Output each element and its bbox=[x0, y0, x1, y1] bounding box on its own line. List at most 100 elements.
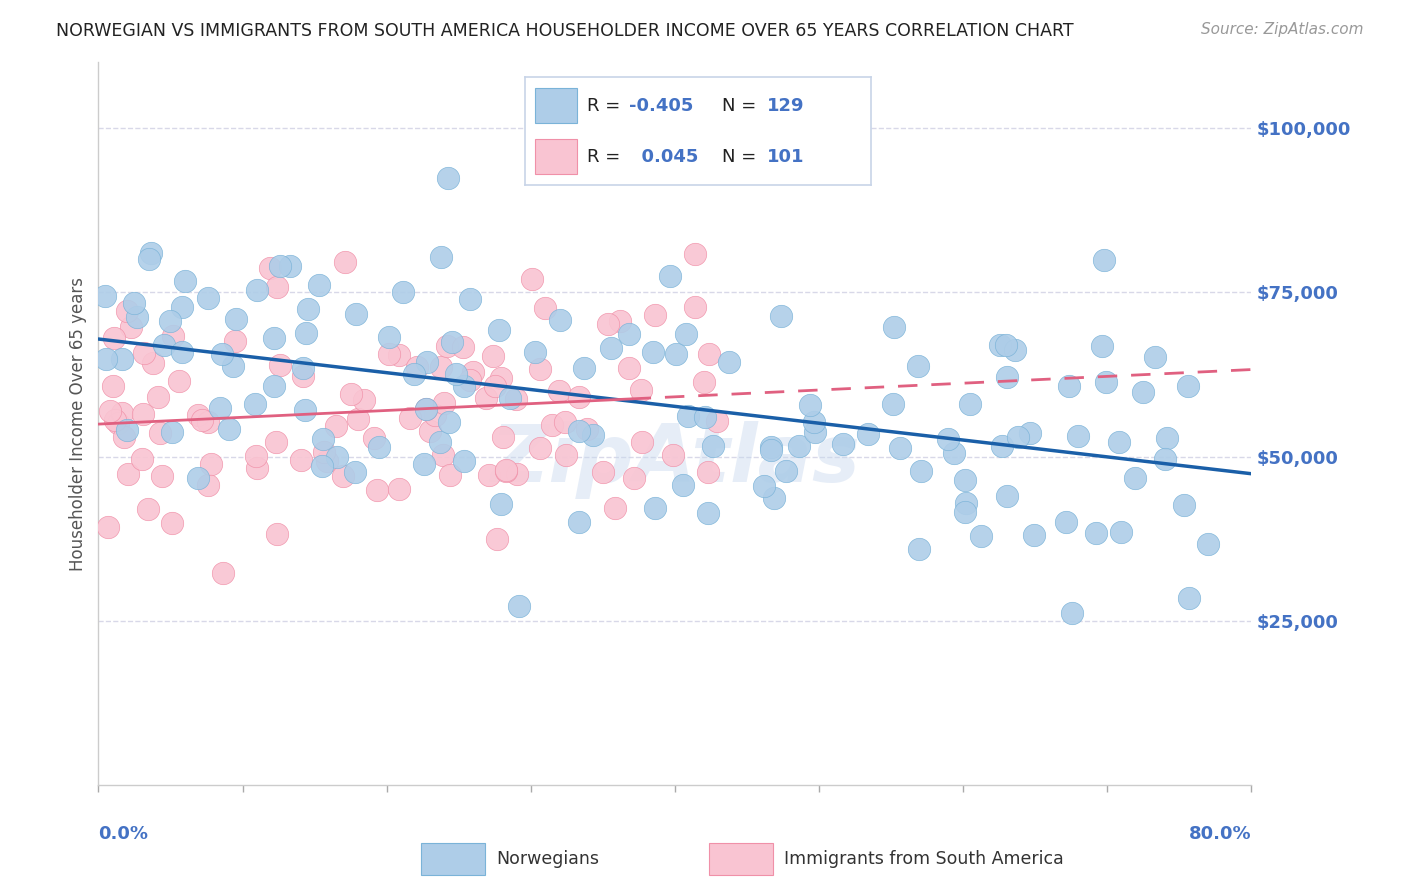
Point bbox=[346, 411, 368, 425]
Point bbox=[269, 259, 291, 273]
Point bbox=[770, 309, 793, 323]
Point bbox=[101, 379, 124, 393]
Point bbox=[392, 285, 415, 299]
Point bbox=[294, 403, 316, 417]
Point bbox=[706, 414, 728, 428]
Text: 0.0%: 0.0% bbox=[98, 825, 149, 843]
Point bbox=[197, 415, 219, 429]
Point bbox=[269, 358, 291, 372]
Point bbox=[1108, 435, 1130, 450]
Point bbox=[160, 425, 183, 439]
Point bbox=[910, 464, 932, 478]
Point bbox=[617, 360, 640, 375]
Point bbox=[889, 442, 911, 456]
Point bbox=[942, 446, 965, 460]
Point bbox=[413, 457, 436, 471]
Point bbox=[98, 404, 121, 418]
Point bbox=[246, 461, 269, 475]
Point bbox=[367, 440, 389, 454]
Point bbox=[315, 454, 337, 468]
Point bbox=[1084, 526, 1107, 541]
Point bbox=[430, 250, 453, 264]
Point bbox=[529, 442, 551, 456]
Point bbox=[437, 415, 460, 429]
Point bbox=[547, 384, 569, 398]
Point bbox=[1024, 528, 1046, 542]
Point bbox=[103, 331, 125, 345]
Point bbox=[540, 417, 562, 432]
Point bbox=[437, 170, 460, 185]
Point bbox=[1109, 524, 1132, 539]
Point bbox=[1054, 515, 1077, 529]
Point bbox=[554, 415, 576, 429]
Point bbox=[139, 245, 162, 260]
Point bbox=[150, 469, 173, 483]
Point bbox=[495, 463, 517, 477]
Point bbox=[568, 425, 591, 439]
Point bbox=[172, 300, 194, 314]
Point bbox=[1004, 343, 1026, 358]
Point bbox=[125, 310, 148, 325]
Point bbox=[603, 501, 626, 516]
Point bbox=[491, 430, 513, 444]
Point bbox=[489, 370, 512, 384]
Point bbox=[266, 280, 288, 294]
Point bbox=[568, 390, 591, 404]
Point bbox=[218, 422, 240, 436]
Point bbox=[425, 408, 447, 422]
Point bbox=[378, 347, 401, 361]
Point bbox=[211, 566, 233, 581]
Point bbox=[264, 435, 287, 450]
Point bbox=[1007, 430, 1029, 444]
Text: 80.0%: 80.0% bbox=[1188, 825, 1251, 843]
Point bbox=[325, 418, 347, 433]
Point bbox=[224, 334, 246, 348]
Point bbox=[567, 515, 589, 529]
Point bbox=[995, 489, 1018, 503]
Point bbox=[415, 402, 437, 417]
Point bbox=[799, 398, 821, 412]
Point bbox=[406, 359, 429, 374]
Point bbox=[596, 317, 619, 331]
Point bbox=[1177, 591, 1199, 605]
Point bbox=[1132, 385, 1154, 400]
Point bbox=[136, 502, 159, 516]
Point bbox=[208, 401, 231, 415]
Point bbox=[659, 269, 682, 284]
Point bbox=[495, 464, 517, 478]
Point bbox=[644, 308, 666, 322]
Point bbox=[533, 301, 555, 315]
Point bbox=[907, 542, 929, 557]
Point bbox=[1092, 253, 1115, 268]
Point bbox=[388, 483, 411, 497]
Point bbox=[200, 457, 222, 471]
Point bbox=[174, 274, 197, 288]
Point bbox=[416, 355, 439, 369]
Point bbox=[120, 320, 142, 334]
Point bbox=[115, 424, 138, 438]
Point bbox=[388, 348, 411, 362]
Point bbox=[759, 442, 782, 457]
Point bbox=[353, 392, 375, 407]
Point bbox=[832, 437, 855, 451]
Point bbox=[343, 465, 366, 479]
Point bbox=[440, 335, 463, 350]
Point bbox=[555, 448, 578, 462]
Point bbox=[259, 261, 281, 276]
Point bbox=[167, 374, 190, 388]
Point bbox=[404, 367, 426, 381]
Text: Immigrants from South America: Immigrants from South America bbox=[785, 850, 1064, 868]
Point bbox=[804, 425, 827, 439]
Point bbox=[112, 430, 135, 444]
Point bbox=[132, 346, 155, 360]
Point bbox=[138, 252, 160, 266]
Point bbox=[93, 289, 115, 303]
Point bbox=[225, 311, 247, 326]
Point bbox=[246, 283, 269, 297]
Point bbox=[582, 427, 605, 442]
Point bbox=[482, 349, 505, 363]
Point bbox=[665, 347, 688, 361]
Point bbox=[1154, 451, 1177, 466]
Point bbox=[1091, 339, 1114, 353]
Point bbox=[366, 483, 388, 497]
